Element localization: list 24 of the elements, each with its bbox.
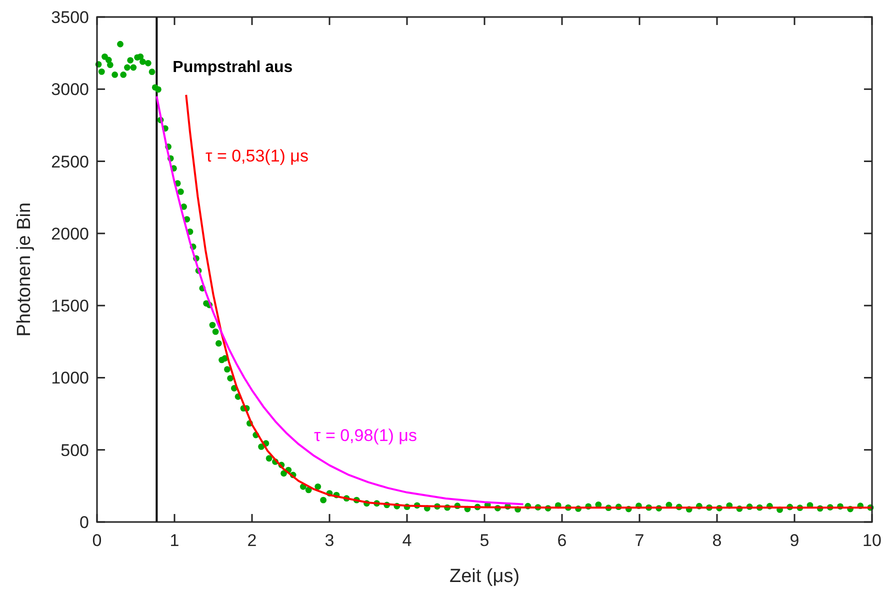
x-tick-label: 10 [862,531,882,550]
y-axis-title: Photonen je Bin [14,202,35,337]
series-label: τ = 0,53(1) μs [206,146,308,166]
y-tick-label: 1000 [51,368,89,388]
y-tick-label: 500 [60,440,89,460]
x-tick-label: 1 [170,531,180,550]
y-tick-label: 1500 [51,296,89,316]
ref-line-label: Pumpstrahl aus [172,59,293,76]
y-tick-label: 0 [80,513,89,532]
x-tick-label: 6 [557,531,567,550]
x-axis-title: Zeit (μs) [449,566,520,587]
x-tick-label: 5 [480,531,490,550]
y-tick-label: 2000 [51,224,89,244]
x-tick-label: 0 [92,531,102,550]
x-tick-label: 3 [324,531,334,550]
y-tick-label: 3000 [51,80,89,100]
x-tick-label: 8 [712,531,722,550]
y-tick-label: 2500 [51,152,89,172]
x-tick-label: 4 [402,531,412,550]
y-tick-label: 3500 [51,8,89,27]
x-tick-label: 7 [634,531,644,550]
x-tick-label: 9 [790,531,800,550]
x-tick-label: 2 [247,531,257,550]
series-label: τ = 0,98(1) μs [314,426,417,446]
